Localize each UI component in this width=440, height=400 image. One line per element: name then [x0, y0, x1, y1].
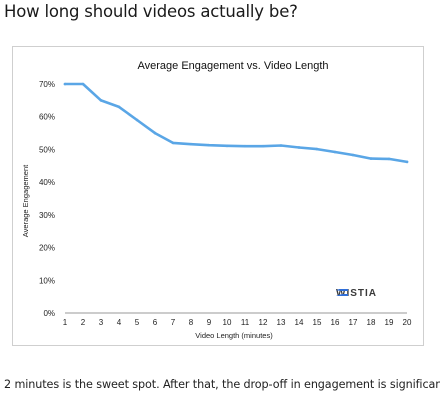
wistia-mark-icon [336, 289, 348, 296]
data-point [243, 144, 247, 148]
caption: 2 minutes is the sweet spot. After that,… [4, 378, 440, 391]
y-tick-label: 40% [39, 178, 55, 187]
data-point [225, 144, 229, 148]
x-tick-label: 19 [385, 318, 394, 327]
x-tick-label: 10 [223, 318, 232, 327]
x-tick-label: 6 [153, 318, 158, 327]
data-point [189, 142, 193, 146]
wistia-logo: WISTIA [336, 288, 377, 299]
page-heading: How long should videos actually be? [4, 2, 298, 21]
x-tick-label: 11 [241, 318, 250, 327]
engagement-line-chart: Average Engagement vs. Video Length Aver… [21, 60, 412, 340]
data-point [135, 118, 139, 122]
data-point [279, 144, 283, 147]
x-tick-label: 15 [313, 318, 322, 327]
wistia-logo-text: WISTIA [336, 288, 377, 299]
y-axis-label: Average Engagement [21, 164, 30, 237]
x-tick-label: 1 [63, 318, 68, 327]
x-tick-label: 17 [349, 318, 358, 327]
y-tick-label: 60% [39, 113, 55, 122]
y-tick-label: 10% [39, 276, 55, 285]
data-point [369, 157, 373, 160]
x-tick-label: 4 [117, 318, 122, 327]
data-point [171, 141, 175, 145]
y-tick-label: 70% [39, 80, 55, 89]
data-point [351, 153, 355, 157]
data-point [315, 147, 319, 151]
y-tick-label: 30% [39, 211, 55, 220]
x-tick-label: 2 [81, 318, 86, 327]
data-point [297, 146, 301, 149]
y-tick-label: 0% [43, 309, 55, 318]
y-tick-label: 50% [39, 145, 55, 154]
x-axis-label: Video Length (minutes) [195, 331, 273, 340]
x-tick-label: 12 [259, 318, 268, 327]
x-tick-label: 20 [403, 318, 412, 327]
chart-title: Average Engagement vs. Video Length [137, 60, 328, 72]
data-point [63, 82, 67, 86]
data-point [99, 99, 103, 102]
data-point [333, 150, 337, 154]
data-point [81, 82, 85, 86]
tick-labels: 1 2 3 4 5 6 7 8 9 10 11 12 13 14 15 16 17 18 19 200%10%20%3… [39, 80, 412, 327]
x-tick-label: 5 [135, 318, 140, 327]
x-tick-label: 16 [331, 318, 340, 327]
chart-frame: Average Engagement vs. Video Length Aver… [12, 46, 424, 346]
x-tick-label: 18 [367, 318, 376, 327]
x-tick-label: 7 [171, 318, 176, 327]
data-point [207, 143, 211, 147]
data-point [405, 160, 409, 164]
series-group [63, 82, 409, 164]
data-point [261, 144, 265, 148]
data-point [153, 131, 157, 135]
x-tick-label: 3 [99, 318, 104, 327]
x-tick-label: 8 [189, 318, 194, 327]
x-tick-label: 9 [207, 318, 212, 327]
y-tick-label: 20% [39, 244, 55, 253]
x-tick-label: 14 [295, 318, 304, 327]
data-point [117, 105, 121, 109]
engagement-series-line [63, 82, 409, 164]
x-tick-label: 13 [277, 318, 286, 327]
data-point [387, 157, 391, 161]
